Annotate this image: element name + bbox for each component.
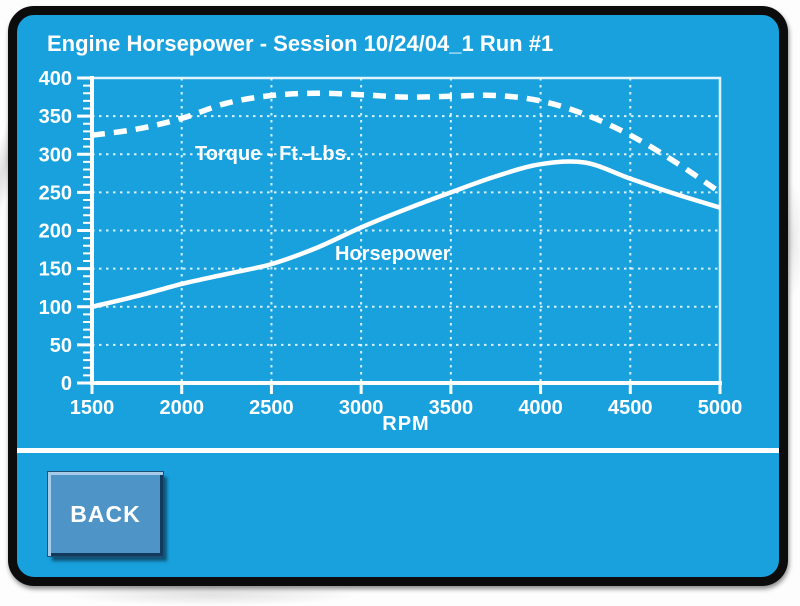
device-screen: 0 50 100 150 200 250 300 350 400 1500 2000 2500 3000… — [8, 6, 788, 586]
x-tick-label: 5000 — [698, 397, 743, 419]
torque-curve — [91, 90, 722, 195]
y-tick-label: 0 — [61, 373, 72, 395]
page-title: Engine Horsepower - Session 10/24/04_1 R… — [47, 31, 554, 56]
photo-artifact — [60, 584, 360, 606]
horsepower-curve — [91, 159, 721, 309]
back-button[interactable]: BACK — [48, 472, 163, 556]
y-tick-label: 400 — [39, 68, 72, 90]
x-tick-label: 3500 — [429, 397, 474, 419]
x-tick-label: 2000 — [159, 397, 204, 419]
plot-border — [92, 76, 722, 383]
y-tick-label: 100 — [39, 297, 72, 319]
separator-line — [17, 448, 779, 453]
torque-curve-label: Torque - Ft.-Lbs. — [195, 143, 352, 165]
x-tick-label: 2500 — [249, 397, 294, 419]
x-tick-label: 4500 — [608, 397, 653, 419]
horsepower-curve-label: Horsepower — [335, 243, 451, 265]
x-axis-title: RPM — [382, 413, 430, 435]
y-tick-label: 150 — [39, 259, 72, 281]
y-tick-label: 250 — [39, 182, 72, 204]
dyno-chart: 0 50 100 150 200 250 300 350 400 1500 2000 2500 3000… — [39, 68, 743, 419]
x-tick-label: 4000 — [518, 397, 563, 419]
x-tick-label: 3000 — [339, 397, 384, 419]
y-tick-label: 50 — [50, 335, 72, 357]
x-tick-label: 1500 — [70, 397, 115, 419]
y-tick-label: 200 — [39, 221, 72, 243]
y-tick-label: 350 — [39, 106, 72, 128]
y-tick-label: 300 — [39, 144, 72, 166]
